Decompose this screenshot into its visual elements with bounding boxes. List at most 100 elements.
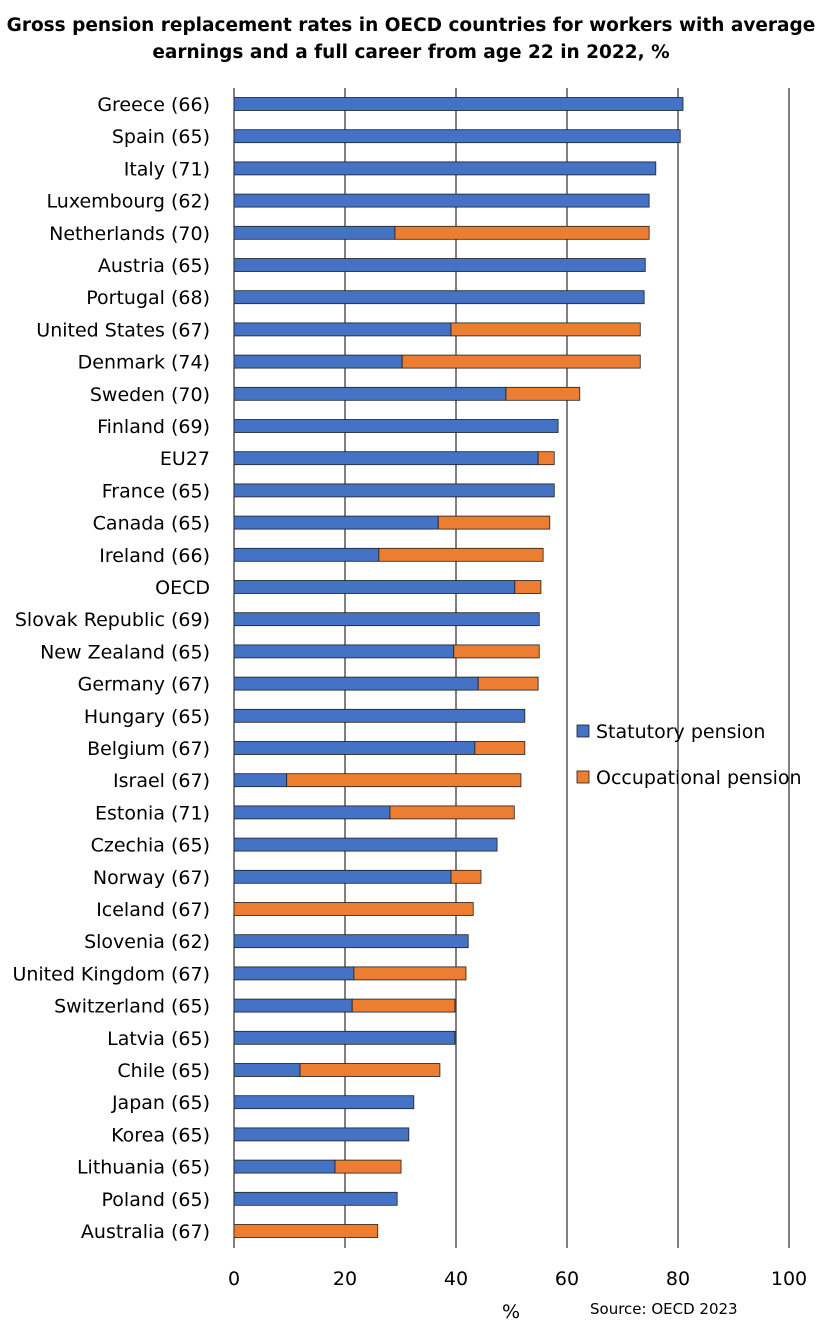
legend-label: Statutory pension — [596, 721, 765, 743]
bar-occupational-pension — [477, 676, 539, 691]
bar-statutory-pension — [233, 419, 559, 433]
category-label: Portugal (68) — [86, 287, 210, 309]
category-label: Finland (69) — [97, 416, 210, 438]
bar-statutory-pension — [233, 1191, 398, 1206]
bar-statutory-pension — [233, 547, 380, 562]
bar-statutory-pension — [233, 998, 353, 1013]
category-label: Sweden (70) — [90, 384, 210, 406]
bar-occupational-pension — [514, 580, 542, 594]
bar-statutory-pension — [233, 1095, 415, 1110]
category-label: New Zealand (65) — [40, 641, 210, 663]
category-label: Greece (66) — [97, 94, 210, 116]
bar-statutory-pension — [233, 451, 539, 466]
bar-statutory-pension — [233, 805, 391, 820]
category-label: Israel (67) — [113, 770, 210, 792]
bar-statutory-pension — [233, 676, 479, 691]
bar-occupational-pension — [453, 644, 540, 659]
legend-swatch — [576, 724, 590, 738]
category-label: Chile (65) — [117, 1060, 210, 1082]
bar-occupational-pension — [450, 869, 482, 884]
legend-label: Occupational pension — [596, 767, 802, 789]
bar-statutory-pension — [233, 483, 555, 498]
bar-statutory-pension — [233, 225, 396, 240]
category-label: Netherlands (70) — [49, 223, 210, 245]
bar-statutory-pension — [233, 129, 681, 144]
category-label: Canada (65) — [93, 513, 210, 535]
bar-statutory-pension — [233, 1127, 410, 1142]
bar-statutory-pension — [233, 741, 476, 755]
category-label: United States (67) — [36, 319, 210, 341]
category-label: OECD — [155, 577, 210, 599]
category-label: Luxembourg (62) — [47, 191, 210, 213]
bar-statutory-pension — [233, 290, 645, 305]
category-label: Ireland (66) — [99, 545, 210, 567]
category-label: Germany (67) — [78, 674, 210, 696]
category-label: Poland (65) — [102, 1189, 210, 1211]
bar-statutory-pension — [233, 161, 657, 176]
bar-statutory-pension — [233, 515, 439, 530]
bar-statutory-pension — [233, 1159, 336, 1174]
bar-statutory-pension — [233, 837, 498, 852]
bar-occupational-pension — [378, 547, 544, 562]
bar-statutory-pension — [233, 1030, 456, 1045]
bar-occupational-pension — [299, 1063, 441, 1077]
legend-swatch — [576, 770, 590, 784]
x-tick-label: 80 — [666, 1268, 690, 1290]
bar-occupational-pension — [437, 515, 551, 530]
category-label: Italy (71) — [124, 158, 210, 180]
category-label: Spain (65) — [112, 126, 210, 148]
bar-statutory-pension — [233, 193, 650, 208]
bar-statutory-pension — [233, 966, 355, 981]
bar-statutory-pension — [233, 322, 452, 337]
bar-occupational-pension — [537, 451, 555, 466]
x-tick-label: 20 — [333, 1268, 357, 1290]
source-note: Source: OECD 2023 — [590, 1300, 738, 1318]
bar-occupational-pension — [401, 354, 641, 369]
category-label: Czechia (65) — [91, 835, 210, 857]
x-tick-label: 60 — [555, 1268, 579, 1290]
category-label: United Kingdom (67) — [12, 963, 210, 985]
category-label: Australia (67) — [81, 1221, 210, 1243]
category-label: France (65) — [102, 480, 210, 502]
bar-occupational-pension — [286, 773, 522, 788]
x-tick-label: 0 — [228, 1268, 240, 1290]
bar-occupational-pension — [233, 902, 474, 916]
bar-statutory-pension — [233, 258, 646, 272]
bar-statutory-pension — [233, 580, 516, 594]
category-label: Norway (67) — [93, 867, 210, 889]
category-label: Hungary (65) — [84, 706, 210, 728]
bar-statutory-pension — [233, 97, 684, 111]
category-label: Japan (65) — [111, 1092, 210, 1114]
bar-statutory-pension — [233, 644, 455, 659]
bar-occupational-pension — [353, 966, 467, 981]
bar-occupational-pension — [351, 998, 456, 1013]
category-label: Switzerland (65) — [54, 996, 210, 1018]
category-label: Slovenia (62) — [84, 931, 210, 953]
bar-occupational-pension — [334, 1159, 402, 1174]
category-label: Slovak Republic (69) — [15, 609, 210, 631]
bar-statutory-pension — [233, 386, 507, 401]
bar-occupational-pension — [389, 805, 515, 820]
bar-occupational-pension — [474, 741, 526, 755]
category-label: Austria (65) — [98, 255, 210, 277]
category-label: Estonia (71) — [95, 802, 210, 824]
bar-statutory-pension — [233, 869, 452, 884]
bar-occupational-pension — [450, 322, 641, 337]
category-label: Belgium (67) — [87, 738, 210, 760]
bar-statutory-pension — [233, 612, 540, 627]
category-label: EU27 — [160, 448, 210, 470]
category-label: Denmark (74) — [78, 352, 210, 374]
category-label: Iceland (67) — [96, 899, 210, 921]
category-label: Lithuania (65) — [77, 1157, 210, 1179]
bar-statutory-pension — [233, 708, 526, 723]
bar-occupational-pension — [505, 386, 581, 401]
x-tick-label: 40 — [444, 1268, 468, 1290]
chart-title: Gross pension replacement rates in OECD … — [6, 15, 816, 63]
bar-occupational-pension — [394, 225, 650, 240]
bar-statutory-pension — [233, 354, 403, 369]
category-label: Latvia (65) — [107, 1028, 210, 1050]
bar-statutory-pension — [233, 773, 288, 788]
bar-statutory-pension — [233, 934, 469, 949]
category-label: Korea (65) — [111, 1124, 210, 1146]
